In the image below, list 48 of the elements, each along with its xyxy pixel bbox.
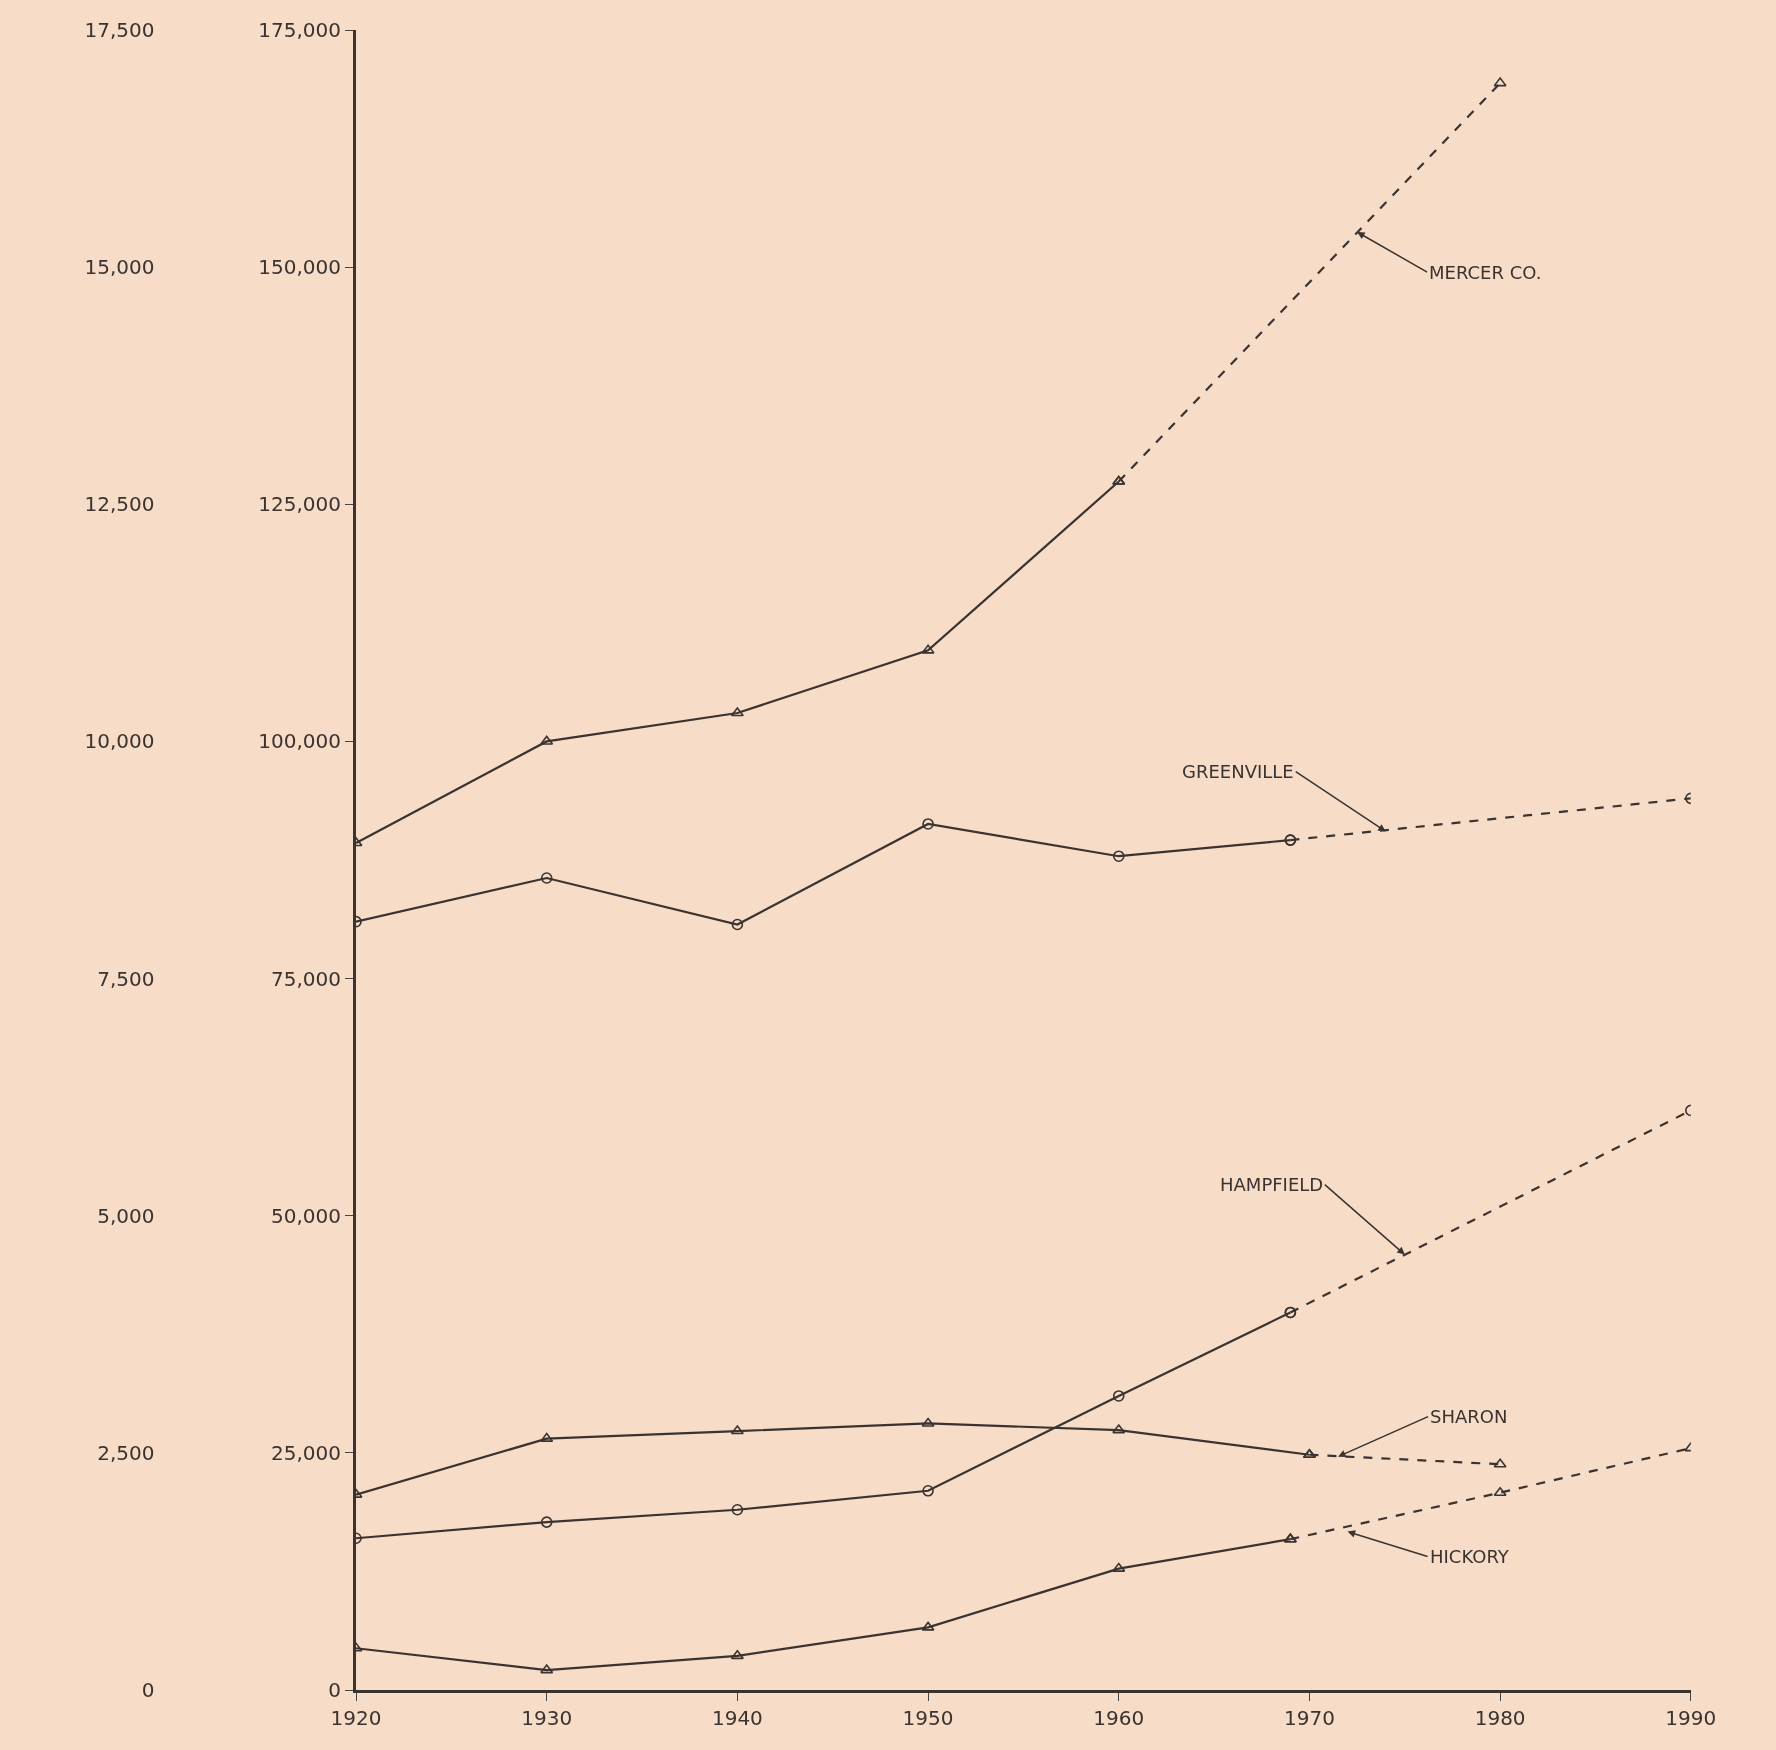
- y2-tick-label: 10,000: [84, 729, 155, 754]
- y2-tick-label: 7,500: [97, 966, 155, 991]
- x-tick-label: 1970: [1283, 1706, 1335, 1730]
- y-tick-label: 0: [328, 1678, 342, 1702]
- point: [540, 872, 553, 884]
- point: [730, 707, 744, 717]
- y-tick-label: 125,000: [258, 492, 342, 517]
- annotation: GREENVILLE: [1182, 761, 1294, 782]
- y2-tick-label: 12,500: [84, 492, 155, 517]
- point: [922, 818, 934, 830]
- y-tick-label: 50,000: [271, 1203, 342, 1228]
- point: [731, 918, 744, 931]
- annotation: HAMPFIELD: [1220, 1174, 1324, 1195]
- point: [921, 644, 935, 654]
- point: [922, 1485, 934, 1497]
- point: [731, 1503, 744, 1516]
- x-tick-label: 1940: [711, 1706, 763, 1730]
- annotation: MERCER CO.: [1429, 262, 1542, 283]
- y2-tick-label: 5,000: [97, 1203, 155, 1228]
- y-tick-label: 100,000: [258, 729, 342, 754]
- y2-tick-label: 17,500: [84, 18, 155, 42]
- point: [1112, 1390, 1125, 1402]
- y-tick-label: 175,000: [258, 18, 342, 42]
- point: [540, 735, 554, 745]
- x-tick-label: 1920: [330, 1706, 382, 1730]
- y-tick-label: 25,000: [271, 1440, 342, 1465]
- x-tick-label: 1930: [521, 1706, 573, 1730]
- point: [1112, 1562, 1126, 1572]
- point: [540, 1516, 553, 1528]
- point: [921, 1621, 935, 1631]
- y-tick-label: 75,000: [271, 966, 342, 991]
- y2-tick-label: 15,000: [84, 255, 155, 280]
- annotation: SHARON: [1430, 1406, 1508, 1427]
- point: [540, 1432, 554, 1442]
- point: [1112, 1424, 1126, 1434]
- point: [730, 1425, 744, 1435]
- y2-tick-label: 0: [141, 1678, 155, 1702]
- x-tick-label: 1950: [902, 1706, 954, 1730]
- point: [540, 1664, 554, 1674]
- x-tick-label: 1960: [1093, 1706, 1145, 1730]
- point: [921, 1417, 935, 1427]
- point: [1112, 850, 1125, 863]
- x-tick-label: 1990: [1665, 1706, 1717, 1730]
- x-tick-label: 1980: [1474, 1706, 1526, 1730]
- y2-tick-label: 2,500: [97, 1440, 155, 1465]
- annotation: HICKORY: [1430, 1546, 1510, 1567]
- y-tick-label: 150,000: [258, 255, 342, 280]
- point: [730, 1650, 744, 1660]
